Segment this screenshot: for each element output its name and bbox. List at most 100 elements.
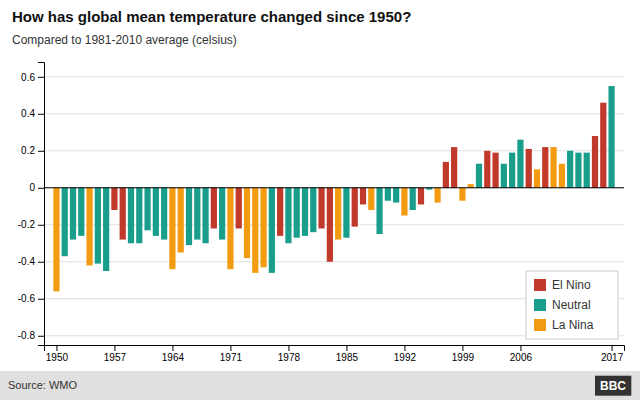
bar xyxy=(53,188,59,292)
bar xyxy=(285,188,291,243)
bar xyxy=(219,188,225,240)
x-tick-mark xyxy=(288,345,289,351)
legend-item: El Nino xyxy=(534,278,591,292)
bar xyxy=(211,188,217,229)
bar xyxy=(575,153,581,188)
legend-swatch xyxy=(534,299,546,311)
bar xyxy=(376,188,382,234)
bar xyxy=(492,153,498,188)
x-tick-label: 1992 xyxy=(394,352,417,363)
y-tick-mark xyxy=(38,262,44,263)
x-tick-label: 1985 xyxy=(336,352,359,363)
bar xyxy=(410,188,416,210)
bar xyxy=(302,188,308,236)
x-tick-label: 2006 xyxy=(510,352,533,363)
bar xyxy=(526,149,532,188)
bar xyxy=(227,188,233,269)
subtitle: Compared to 1981-2010 average (celsius) xyxy=(12,33,237,47)
y-tick-mark xyxy=(38,336,44,337)
legend-swatch xyxy=(534,319,546,331)
legend-label: Neutral xyxy=(552,298,591,312)
x-tick-label: 1978 xyxy=(278,352,301,363)
x-tick: 2017 xyxy=(601,345,624,363)
legend-swatch xyxy=(534,279,546,291)
x-tick: 1957 xyxy=(104,345,127,363)
x-tick-mark xyxy=(172,345,173,351)
footer-bar xyxy=(0,371,640,400)
bar xyxy=(120,188,126,240)
bar xyxy=(260,188,266,268)
bar xyxy=(153,188,159,236)
bar xyxy=(484,151,490,188)
bar xyxy=(608,86,614,188)
bar xyxy=(335,188,341,240)
bar xyxy=(360,188,366,205)
chart-svg: How has global mean temperature changed … xyxy=(0,0,640,400)
source: Source: WMO xyxy=(8,379,78,391)
x-tick: 1999 xyxy=(452,345,475,363)
bar xyxy=(368,188,374,210)
x-tick-mark xyxy=(612,345,613,351)
bar xyxy=(269,188,275,273)
x-tick: 1985 xyxy=(336,345,359,363)
x-tick-mark xyxy=(56,345,57,351)
y-tick: 0.6 xyxy=(21,71,44,82)
bar xyxy=(343,188,349,238)
y-axis: -0.8-0.6-0.4-0.200.20.40.6 xyxy=(18,63,45,346)
bar xyxy=(128,188,134,243)
y-tick-label: -0.6 xyxy=(18,293,36,304)
bar xyxy=(534,169,540,187)
title: How has global mean temperature changed … xyxy=(12,8,411,25)
y-tick-mark xyxy=(38,299,44,300)
x-tick: 1964 xyxy=(162,345,185,363)
bar xyxy=(434,188,440,203)
bar xyxy=(451,147,457,188)
y-tick: -0.2 xyxy=(18,219,44,230)
bar xyxy=(86,188,92,266)
y-tick-mark xyxy=(38,151,44,152)
bar xyxy=(294,188,300,238)
grid-line xyxy=(44,76,624,77)
bar xyxy=(103,188,109,271)
logo: BBC xyxy=(600,379,626,393)
y-tick: -0.8 xyxy=(18,330,44,341)
x-tick-mark xyxy=(230,345,231,351)
bar xyxy=(550,147,556,188)
bars xyxy=(53,86,614,291)
bar xyxy=(352,188,358,227)
y-tick: 0.4 xyxy=(21,108,44,119)
bar xyxy=(418,188,424,205)
grid-line xyxy=(44,113,624,114)
bar xyxy=(318,188,324,229)
bar xyxy=(252,188,258,273)
bar xyxy=(70,188,76,240)
bar xyxy=(443,162,449,188)
baseline xyxy=(44,187,624,188)
legend-item: Neutral xyxy=(534,298,591,312)
x-tick-mark xyxy=(520,345,521,351)
grid-line xyxy=(44,150,624,151)
grid-line xyxy=(44,261,624,262)
y-tick-label: -0.4 xyxy=(18,256,36,267)
bar xyxy=(584,153,590,188)
x-tick: 1971 xyxy=(220,345,243,363)
legend: El Nino Neutral La Nina xyxy=(526,271,618,339)
y-tick-label: -0.2 xyxy=(18,219,36,230)
bar xyxy=(178,188,184,253)
y-tick-label: 0.2 xyxy=(21,145,35,156)
y-tick-mark xyxy=(38,77,44,78)
grid-line xyxy=(44,187,624,188)
bar xyxy=(501,164,507,188)
bar xyxy=(509,153,515,188)
legend-item: La Nina xyxy=(534,318,594,332)
bar xyxy=(136,188,142,243)
x-tick-mark xyxy=(462,345,463,351)
bar xyxy=(186,188,192,245)
bar xyxy=(559,164,565,188)
bar xyxy=(161,188,167,240)
bar xyxy=(78,188,84,236)
bar xyxy=(244,188,250,258)
y-tick-mark xyxy=(38,225,44,226)
legend-label: El Nino xyxy=(552,278,591,292)
x-tick: 1992 xyxy=(394,345,417,363)
